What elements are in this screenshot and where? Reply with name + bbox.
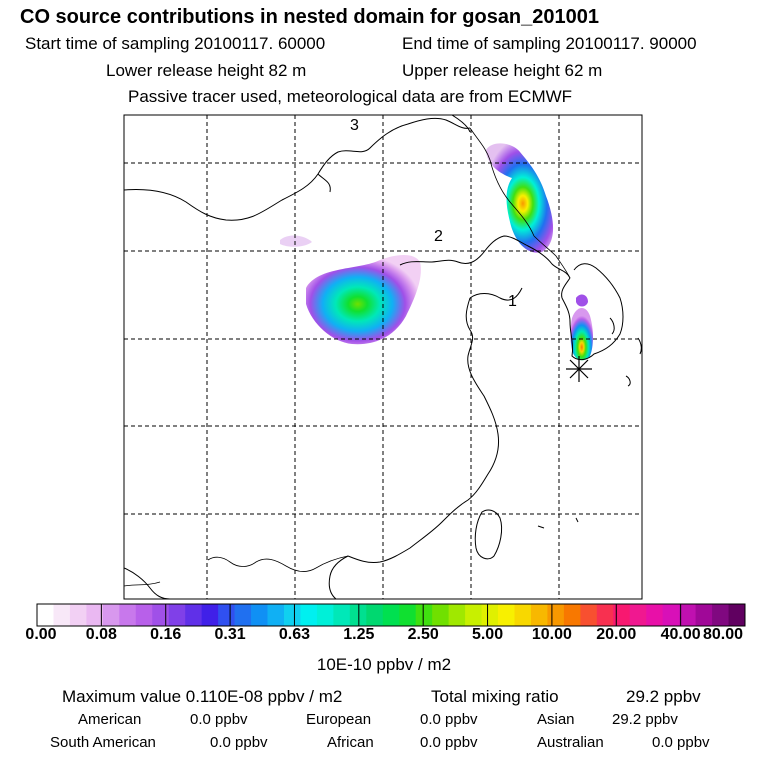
- colorbar-swatch: [234, 604, 252, 626]
- colorbar-swatch: [498, 604, 515, 626]
- grid-lines: [124, 115, 642, 599]
- colorbar-swatch: [728, 604, 746, 626]
- region-name-african: African: [327, 734, 374, 751]
- colorbar-label: 1.25: [343, 626, 375, 643]
- colorbar-swatch: [695, 604, 713, 626]
- colorbar-label: 0.63: [278, 626, 311, 643]
- plume-korea: [570, 294, 593, 361]
- colorbar-swatch: [349, 604, 367, 626]
- colorbar-swatch: [465, 604, 482, 626]
- colorbar-swatch: [662, 604, 680, 626]
- total-mixing-ratio-label: Total mixing ratio: [431, 687, 559, 706]
- colorbar-swatch: [481, 604, 499, 626]
- end-time: End time of sampling 20100117. 90000: [402, 34, 697, 53]
- start-time: Start time of sampling 20100117. 60000: [25, 34, 326, 53]
- colorbar-swatch: [267, 604, 285, 626]
- region-value-australian: 0.0 ppbv: [652, 734, 710, 751]
- colorbar-swatch: [563, 604, 581, 626]
- plot-title: CO source contributions in nested domain…: [20, 6, 600, 28]
- colorbar-label: 0.00: [25, 626, 57, 643]
- region-value-european: 0.0 ppbv: [420, 711, 478, 728]
- colorbar-swatch: [613, 604, 631, 626]
- colorbar-swatch: [251, 604, 268, 626]
- colorbar-swatch: [366, 604, 384, 626]
- colorbar-label: 80.00: [702, 626, 744, 643]
- region-name-asian: Asian: [537, 711, 575, 728]
- colorbar-swatch: [316, 604, 334, 626]
- colorbar-label: 0.31: [214, 626, 246, 643]
- region-name-american: American: [78, 711, 142, 728]
- region-label-3: 3: [350, 117, 359, 134]
- colorbar-swatch: [69, 604, 87, 626]
- colorbar-label: 5.00: [471, 626, 504, 643]
- colorbar-label: 0.08: [85, 626, 117, 643]
- colorbar-swatch: [679, 604, 697, 626]
- colorbar-swatch: [86, 604, 104, 626]
- colorbar-swatch: [432, 604, 450, 626]
- total-mixing-ratio-value: 29.2 ppbv: [626, 687, 701, 706]
- region-name-south-american: South American: [50, 734, 156, 751]
- colorbar-label: 10.00: [531, 626, 572, 643]
- colorbar-swatch: [382, 604, 400, 626]
- colorbar-swatch: [185, 604, 203, 626]
- colorbar-swatch: [333, 604, 351, 626]
- region-name-australian: Australian: [537, 734, 604, 751]
- colorbar-label: 40.00: [660, 626, 701, 643]
- colorbar-swatch: [712, 604, 729, 626]
- maximum-value: Maximum value 0.110E-08 ppbv / m2: [62, 687, 343, 706]
- plume-faint-west: [280, 235, 312, 247]
- colorbar-swatch: [514, 604, 532, 626]
- colorbar-swatch: [168, 604, 186, 626]
- region-value-american: 0.0 ppbv: [190, 711, 248, 728]
- colorbar-swatch: [646, 604, 664, 626]
- colorbar-swatch: [37, 604, 54, 626]
- colorbar-swatch: [102, 604, 120, 626]
- region-value-asian: 29.2 ppbv: [612, 711, 678, 728]
- colorbar-label: 20.00: [596, 626, 637, 643]
- country-borders: [124, 127, 571, 587]
- colorbar-swatch: [135, 604, 153, 626]
- upper-release-height: Upper release height 62 m: [402, 61, 603, 80]
- colorbar-swatch: [399, 604, 417, 626]
- colorbar-swatch: [218, 604, 235, 626]
- lower-release-height: Lower release height 82 m: [106, 61, 307, 80]
- region-label-2: 2: [434, 228, 443, 245]
- colorbar-unit: 10E-10 ppbv / m2: [316, 655, 452, 674]
- colorbar-swatch: [201, 604, 219, 626]
- colorbar-swatch: [119, 604, 137, 626]
- plume-northeast: [486, 143, 554, 253]
- colorbar-swatch: [53, 604, 71, 626]
- map-frame: [123, 114, 643, 600]
- region-label-1: 1: [508, 293, 517, 310]
- coastlines: [124, 115, 642, 599]
- colorbar-label: 0.16: [150, 626, 182, 643]
- colorbar-swatch: [547, 604, 565, 626]
- plume-central-china: [306, 255, 421, 345]
- colorbar-swatch: [596, 604, 614, 626]
- colorbar: [36, 603, 746, 627]
- region-name-european: European: [306, 711, 372, 728]
- colorbar-label: 2.50: [407, 626, 439, 643]
- colorbar-swatch: [415, 604, 433, 626]
- region-value-south-american: 0.0 ppbv: [210, 734, 268, 751]
- colorbar-swatch: [300, 604, 318, 626]
- colorbar-swatch: [580, 604, 598, 626]
- colorbar-frame: [36, 603, 746, 627]
- tracer-note: Passive tracer used, meteorological data…: [128, 87, 573, 106]
- colorbar-swatch: [283, 604, 301, 626]
- colorbar-swatch: [448, 604, 466, 626]
- colorbar-swatch: [530, 604, 548, 626]
- receptor-marker-icon: [566, 356, 592, 382]
- colorbar-swatch: [152, 604, 170, 626]
- colorbar-swatch: [629, 604, 647, 626]
- region-value-african: 0.0 ppbv: [420, 734, 478, 751]
